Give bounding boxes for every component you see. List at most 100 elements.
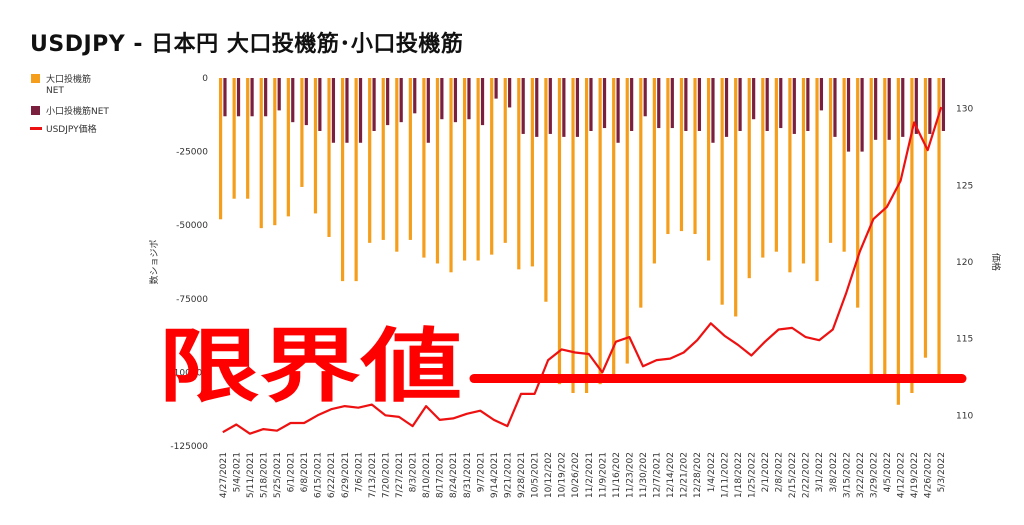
x-tick-label: 10/19/202 bbox=[558, 452, 568, 498]
bar-small-spec bbox=[657, 78, 661, 129]
x-tick-label: 11/23/202 bbox=[625, 452, 635, 498]
x-axis: 4/27/2021 5/4/2021 5/11/2021 5/18/2021 5/25/… bbox=[219, 452, 947, 498]
bar-large-spec bbox=[612, 78, 616, 376]
legend-label-2: USDJPY価格 bbox=[46, 123, 97, 135]
y-axis-left: 0 -25000 -50000 -75000 -100000 -125000 数ショジポ bbox=[148, 74, 208, 452]
bar-large-spec bbox=[354, 78, 358, 282]
x-tick-label: 5/25/2021 bbox=[273, 452, 283, 498]
bar-small-spec bbox=[697, 78, 702, 131]
bar-small-spec bbox=[467, 78, 471, 120]
x-tick-label: 1/18/2022 bbox=[734, 452, 744, 498]
bar-large-spec bbox=[449, 78, 453, 273]
bar-small-spec bbox=[386, 78, 390, 126]
x-tick-label: 10/12/202 bbox=[544, 452, 554, 498]
x-tick-label: 2/1/2022 bbox=[761, 452, 771, 492]
bar-small-spec bbox=[860, 78, 864, 152]
bar-large-spec bbox=[340, 78, 345, 282]
bar-small-spec bbox=[291, 78, 295, 123]
bar-large-spec bbox=[557, 78, 562, 385]
bar-large-spec bbox=[408, 78, 412, 240]
bar-small-spec bbox=[562, 78, 566, 137]
price-line bbox=[222, 106, 943, 435]
bar-large-spec bbox=[693, 78, 697, 235]
x-tick-label: 7/20/2021 bbox=[381, 452, 391, 498]
bar-large-spec bbox=[774, 78, 778, 252]
bar-large-spec bbox=[368, 78, 372, 243]
bar-small-spec bbox=[589, 78, 593, 131]
y-tick-label: -75000 bbox=[176, 295, 208, 305]
bar-small-spec bbox=[684, 78, 688, 131]
y-tick-label: 0 bbox=[202, 74, 208, 84]
bar-small-spec bbox=[752, 78, 756, 120]
legend: 大口投機筋 NET 小口投機筋NET USDJPY価格 bbox=[30, 73, 109, 135]
bar-large-spec bbox=[259, 78, 263, 229]
bar-large-spec bbox=[679, 78, 684, 232]
bar-small-spec bbox=[318, 78, 322, 131]
price-line-series bbox=[222, 106, 943, 435]
y2-tick-label: 125 bbox=[956, 181, 973, 191]
x-tick-label: 6/29/2021 bbox=[341, 452, 351, 498]
bar-small-spec bbox=[616, 78, 620, 143]
y2-tick-label: 130 bbox=[956, 105, 973, 115]
bar-large-spec bbox=[598, 78, 602, 385]
x-tick-label: 7/6/2021 bbox=[354, 452, 364, 492]
bar-small-spec bbox=[765, 78, 769, 131]
bar-large-spec bbox=[476, 78, 480, 261]
bar-large-spec bbox=[381, 78, 385, 240]
bar-small-spec bbox=[440, 78, 444, 120]
x-tick-label: 2/8/2022 bbox=[775, 452, 785, 492]
bar-small-spec bbox=[223, 78, 227, 117]
x-tick-label: 1/11/2022 bbox=[720, 452, 730, 498]
bar-large-spec bbox=[273, 78, 277, 226]
bar-small-spec bbox=[833, 78, 837, 137]
x-tick-label: 5/3/2022 bbox=[937, 452, 947, 492]
bar-series bbox=[218, 78, 946, 405]
x-tick-label: 3/8/2022 bbox=[829, 452, 839, 492]
bar-small-spec bbox=[331, 78, 336, 143]
x-tick-label: 9/28/2021 bbox=[517, 452, 527, 498]
x-tick-label: 8/10/2021 bbox=[422, 452, 432, 498]
y-tick-label: -100000 bbox=[170, 368, 208, 378]
bar-small-spec bbox=[575, 78, 580, 137]
bar-small-spec bbox=[941, 78, 946, 131]
bar-large-spec bbox=[639, 78, 643, 308]
x-tick-label: 4/19/2022 bbox=[910, 452, 920, 498]
x-tick-label: 3/29/2022 bbox=[869, 452, 879, 498]
bar-small-spec bbox=[887, 78, 891, 140]
bar-small-spec bbox=[399, 78, 403, 123]
bar-large-spec bbox=[313, 78, 318, 214]
legend-swatch-0 bbox=[31, 74, 40, 83]
bar-large-spec bbox=[923, 78, 928, 358]
x-tick-label: 4/5/2022 bbox=[883, 452, 893, 492]
x-tick-label: 11/2/2021 bbox=[585, 452, 595, 498]
bar-small-spec bbox=[358, 78, 363, 143]
x-tick-label: 6/8/2021 bbox=[300, 452, 310, 492]
bar-small-spec bbox=[901, 78, 905, 137]
bar-large-spec bbox=[300, 78, 304, 187]
bar-large-spec bbox=[720, 78, 724, 305]
bar-small-spec bbox=[508, 78, 512, 108]
bar-small-spec bbox=[670, 78, 674, 129]
x-tick-label: 3/1/2022 bbox=[815, 452, 825, 492]
annotation-label: 限界値 bbox=[158, 320, 462, 413]
bar-small-spec bbox=[426, 78, 430, 143]
y-tick-label: -125000 bbox=[170, 442, 208, 452]
x-tick-label: 9/14/2021 bbox=[490, 452, 500, 498]
bar-large-spec bbox=[584, 78, 589, 394]
y2-tick-label: 115 bbox=[956, 335, 973, 345]
x-tick-label: 12/7/2021 bbox=[653, 452, 663, 498]
x-tick-label: 5/4/2021 bbox=[232, 452, 242, 492]
x-tick-label: 5/18/2021 bbox=[259, 452, 269, 498]
legend-label-0: 大口投機筋 NET bbox=[46, 73, 91, 96]
bar-small-spec bbox=[643, 78, 647, 117]
bar-large-spec bbox=[869, 78, 873, 379]
x-tick-label: 2/22/2022 bbox=[802, 452, 812, 498]
bar-large-spec bbox=[462, 78, 467, 261]
bar-large-spec bbox=[896, 78, 900, 405]
bar-large-spec bbox=[435, 78, 440, 264]
x-tick-label: 10/5/2021 bbox=[531, 452, 541, 498]
y-tick-label: -25000 bbox=[176, 148, 208, 158]
bar-large-spec bbox=[218, 78, 223, 220]
bar-small-spec bbox=[494, 78, 498, 99]
